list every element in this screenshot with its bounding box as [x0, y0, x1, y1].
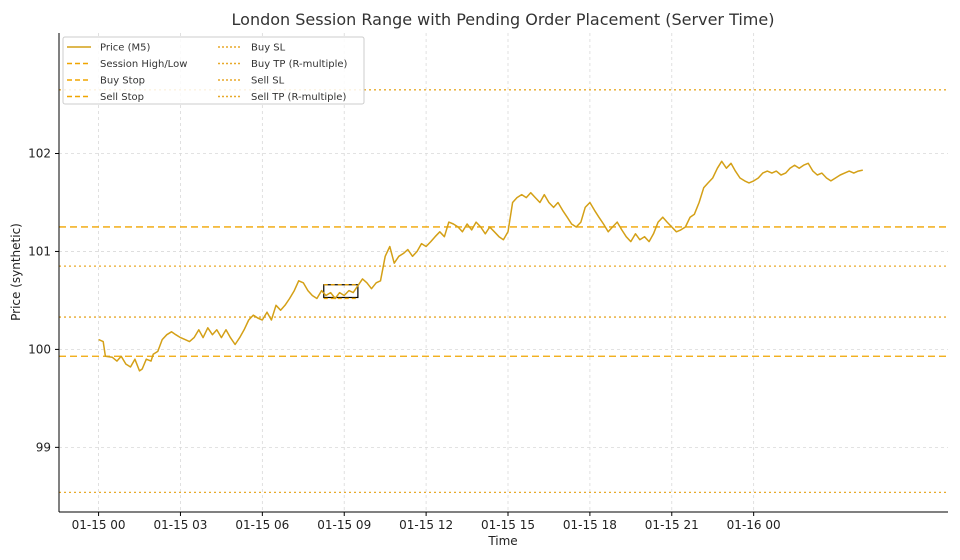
session-range-box-layer: [323, 284, 359, 300]
x-tick-label: 01-15 21: [645, 518, 699, 532]
axes: [58, 33, 948, 513]
legend: Price (M5) Session High/Low Buy Stop Sell S…: [62, 36, 365, 105]
legend-label: Sell SL: [251, 76, 285, 87]
x-tick-label: 01-15 03: [153, 518, 207, 532]
y-axis-title: Price (synthetic): [9, 223, 23, 321]
legend-label: Buy Stop: [100, 76, 145, 87]
chart-title: London Session Range with Pending Order …: [232, 10, 775, 29]
legend-label: Sell Stop: [100, 92, 144, 103]
legend-label: Buy SL: [251, 43, 286, 54]
x-tick-label: 01-15 06: [235, 518, 289, 532]
x-tick-label: 01-16 00: [727, 518, 781, 532]
legend-label: Price (M5): [100, 43, 150, 54]
y-tick-label: 99: [36, 440, 51, 454]
legend-label: Session High/Low: [100, 59, 187, 70]
session-range-box: [323, 284, 359, 299]
legend-label: Sell TP (R-multiple): [251, 92, 346, 103]
price-series-line: [98, 160, 863, 372]
x-tick-label: 01-15 09: [317, 518, 371, 532]
y-tick-label: 102: [28, 146, 51, 160]
x-tick-label: 01-15 18: [563, 518, 617, 532]
price-series-layer: [98, 160, 863, 372]
y-ticks: 99 100 101 102: [28, 146, 59, 454]
x-ticks: 01-15 00 01-15 03 01-15 06 01-15 09 01-15 12…: [72, 512, 781, 532]
x-tick-label: 01-15 15: [481, 518, 535, 532]
grid: [59, 33, 948, 512]
level-lines: [59, 89, 948, 494]
legend-frame: [62, 36, 365, 105]
x-tick-label: 01-15 12: [399, 518, 453, 532]
x-tick-label: 01-15 00: [72, 518, 126, 532]
legend-label: Buy TP (R-multiple): [251, 59, 348, 70]
y-tick-label: 100: [28, 342, 51, 356]
y-tick-label: 101: [28, 244, 51, 258]
x-axis-title: Time: [487, 534, 517, 548]
